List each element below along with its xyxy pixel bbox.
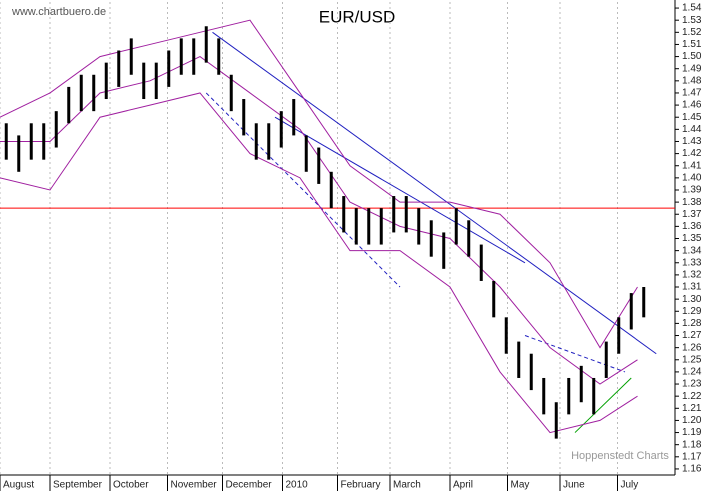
y-tick-label: 1.54 (682, 3, 702, 14)
y-tick-label: 1.34 (682, 245, 702, 256)
y-tick-label: 1.32 (682, 270, 702, 281)
x-tick-label: April (453, 480, 473, 491)
y-tick-label: 1.19 (682, 427, 702, 438)
y-tick-label: 1.45 (682, 112, 702, 123)
y-tick-label: 1.28 (682, 318, 702, 329)
y-tick-label: 1.26 (682, 342, 702, 353)
y-tick-label: 1.40 (682, 172, 702, 183)
y-tick-label: 1.27 (682, 330, 702, 341)
y-tick-label: 1.22 (682, 391, 702, 402)
y-tick-label: 1.51 (682, 39, 702, 50)
y-tick-label: 1.24 (682, 367, 702, 378)
chart-title: EUR/USD (319, 7, 396, 26)
bollinger-band (0, 92, 638, 434)
y-tick-label: 1.18 (682, 439, 702, 450)
y-tick-label: 1.35 (682, 233, 702, 244)
y-tick-label: 1.49 (682, 63, 702, 74)
x-tick-label: December (226, 480, 273, 491)
x-tick-label: July (621, 480, 639, 491)
y-tick-label: 1.38 (682, 197, 702, 208)
y-tick-label: 1.33 (682, 257, 702, 268)
trend-line (205, 92, 401, 288)
y-tick-label: 1.53 (682, 15, 702, 26)
y-tick-label: 1.21 (682, 403, 702, 414)
bollinger-band (0, 55, 638, 385)
y-tick-label: 1.16 (682, 464, 702, 475)
trend-line (212, 31, 657, 355)
y-tick-label: 1.37 (682, 209, 702, 220)
source: www.chartbuero.de (11, 6, 106, 18)
y-tick-label: 1.25 (682, 354, 702, 365)
x-tick-label: 2010 (286, 480, 309, 491)
y-tick-label: 1.36 (682, 221, 702, 232)
y-tick-label: 1.50 (682, 51, 702, 62)
x-tick-label: March (393, 480, 421, 491)
x-tick-label: June (563, 480, 585, 491)
y-tick-label: 1.48 (682, 75, 702, 86)
bollinger-band (0, 19, 638, 349)
y-tick-label: 1.46 (682, 100, 702, 111)
y-tick-label: 1.29 (682, 306, 702, 317)
y-tick-label: 1.47 (682, 88, 702, 99)
y-tick-label: 1.39 (682, 185, 702, 196)
y-tick-label: 1.23 (682, 379, 702, 390)
credit: Hoppenstedt Charts (571, 450, 669, 462)
x-tick-label: October (113, 480, 149, 491)
y-tick-label: 1.31 (682, 282, 702, 293)
y-tick-label: 1.43 (682, 136, 702, 147)
y-tick-label: 1.42 (682, 148, 702, 159)
x-tick-label: November (171, 480, 218, 491)
x-tick-label: August (3, 480, 34, 491)
trend-line (574, 377, 632, 433)
x-tick-label: February (341, 480, 381, 491)
y-tick-label: 1.30 (682, 294, 702, 305)
trend-line (274, 116, 526, 264)
x-tick-label: May (511, 480, 530, 491)
trend-line (524, 335, 626, 373)
x-tick-label: September (53, 480, 103, 491)
y-tick-label: 1.20 (682, 415, 702, 426)
y-tick-label: 1.17 (682, 451, 702, 462)
y-tick-label: 1.52 (682, 27, 702, 38)
y-tick-label: 1.41 (682, 160, 702, 171)
y-tick-label: 1.44 (682, 124, 702, 135)
